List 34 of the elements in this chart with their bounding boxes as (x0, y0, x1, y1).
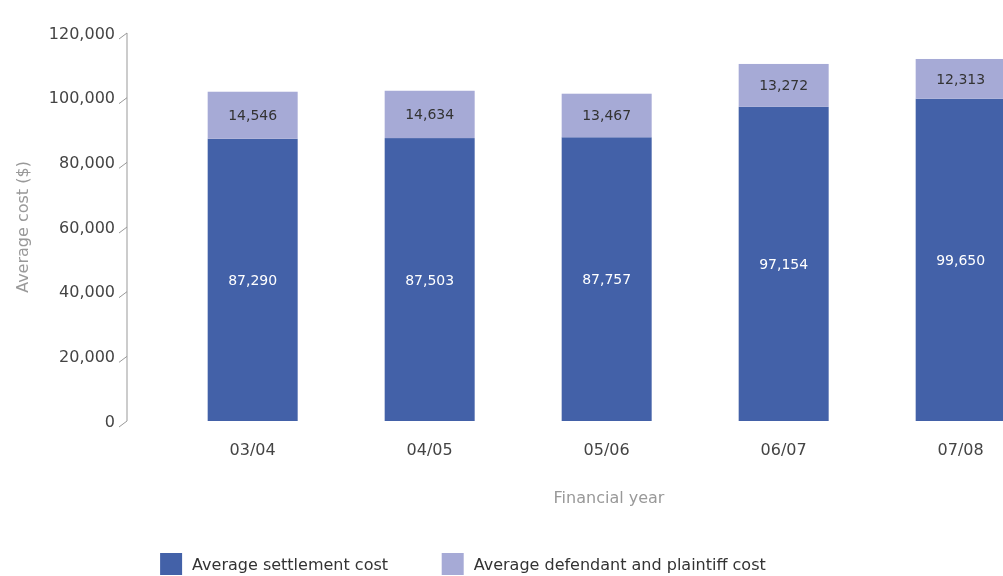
x-tick-label: 03/04 (229, 439, 276, 459)
data-label: 97,154 (759, 255, 809, 272)
y-tick-label: 100,000 (48, 88, 115, 108)
bar (384, 90, 475, 139)
data-label: 87,757 (582, 271, 632, 288)
y-tick-label: 80,000 (59, 152, 115, 172)
data-label: 99,650 (936, 251, 986, 268)
data-label: 14,634 (405, 106, 455, 123)
data-label: 87,503 (405, 271, 455, 288)
y-tick-label: 60,000 (59, 217, 115, 237)
bar (561, 137, 652, 421)
bar (207, 138, 298, 421)
data-label: 12,313 (936, 70, 986, 87)
y-tick-label: 40,000 (59, 282, 115, 302)
bar (738, 106, 829, 421)
x-tick-label: 06/07 (760, 439, 807, 459)
data-label: 87,290 (228, 271, 278, 288)
legend-label: Average settlement cost (192, 554, 389, 574)
bar (561, 93, 652, 138)
bar (384, 138, 475, 421)
x-tick-label: 04/05 (406, 439, 453, 459)
data-label: 13,272 (759, 77, 809, 94)
x-tick-label: 07/08 (937, 439, 984, 459)
x-axis-title: Financial year (553, 487, 665, 507)
y-axis-title: Average cost ($) (12, 161, 32, 293)
y-tick-label: 120,000 (48, 23, 115, 43)
x-tick-label: 05/06 (583, 439, 630, 459)
bar (738, 63, 829, 107)
data-label: 13,467 (582, 107, 632, 124)
y-tick-label: 0 (104, 411, 115, 431)
data-label: 14,546 (228, 107, 278, 124)
bar (207, 91, 298, 139)
legend-label: Average defendant and plaintiff cost (473, 554, 766, 574)
y-tick-label: 20,000 (59, 346, 115, 366)
